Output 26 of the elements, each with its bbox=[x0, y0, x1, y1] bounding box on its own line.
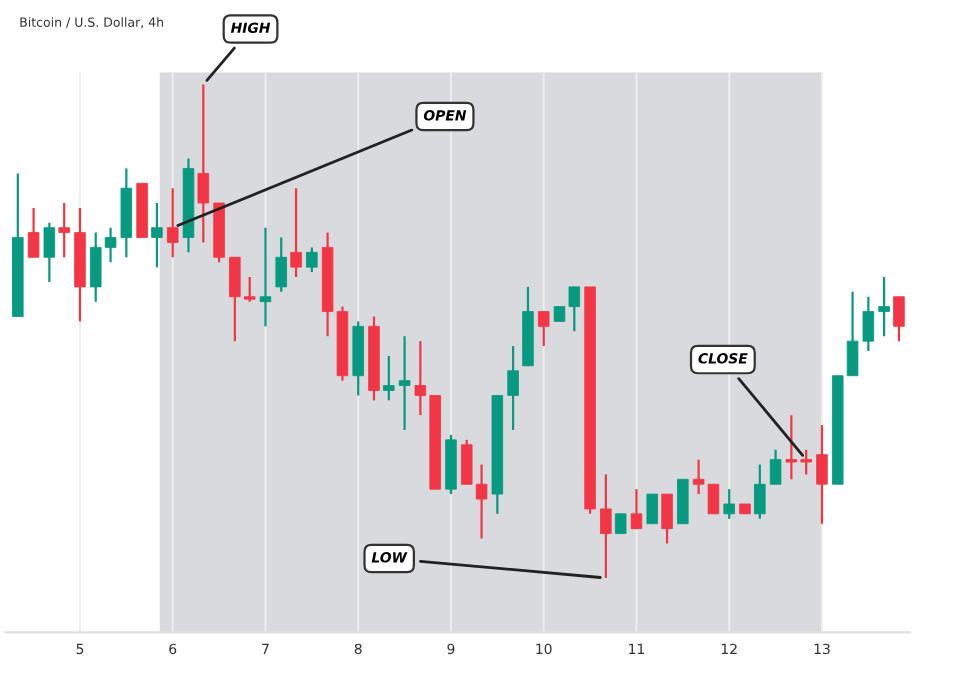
candlestick bbox=[259, 226, 272, 328]
candlestick bbox=[166, 187, 179, 259]
candlestick bbox=[646, 493, 658, 525]
candlestick bbox=[723, 488, 735, 520]
candlestick bbox=[58, 201, 70, 259]
candlestick bbox=[677, 478, 689, 525]
candlestick bbox=[275, 236, 287, 293]
candlestick bbox=[398, 335, 411, 432]
candlestick bbox=[661, 493, 673, 545]
candlestick bbox=[754, 463, 766, 520]
candlestick bbox=[383, 354, 395, 402]
candlestick bbox=[507, 344, 519, 432]
candlestick bbox=[197, 83, 210, 244]
candlestick bbox=[614, 512, 627, 535]
candlestick bbox=[27, 206, 40, 259]
candlestick bbox=[151, 201, 163, 269]
candlestick bbox=[290, 187, 302, 279]
candlestick bbox=[816, 423, 828, 525]
candlestick bbox=[600, 473, 612, 580]
candlestick bbox=[878, 275, 890, 338]
candlestick bbox=[537, 310, 550, 348]
candlestick bbox=[43, 221, 56, 284]
candlestick bbox=[893, 295, 905, 343]
candlestick bbox=[630, 488, 643, 530]
candlestick bbox=[769, 448, 782, 486]
candlestick bbox=[306, 246, 318, 274]
